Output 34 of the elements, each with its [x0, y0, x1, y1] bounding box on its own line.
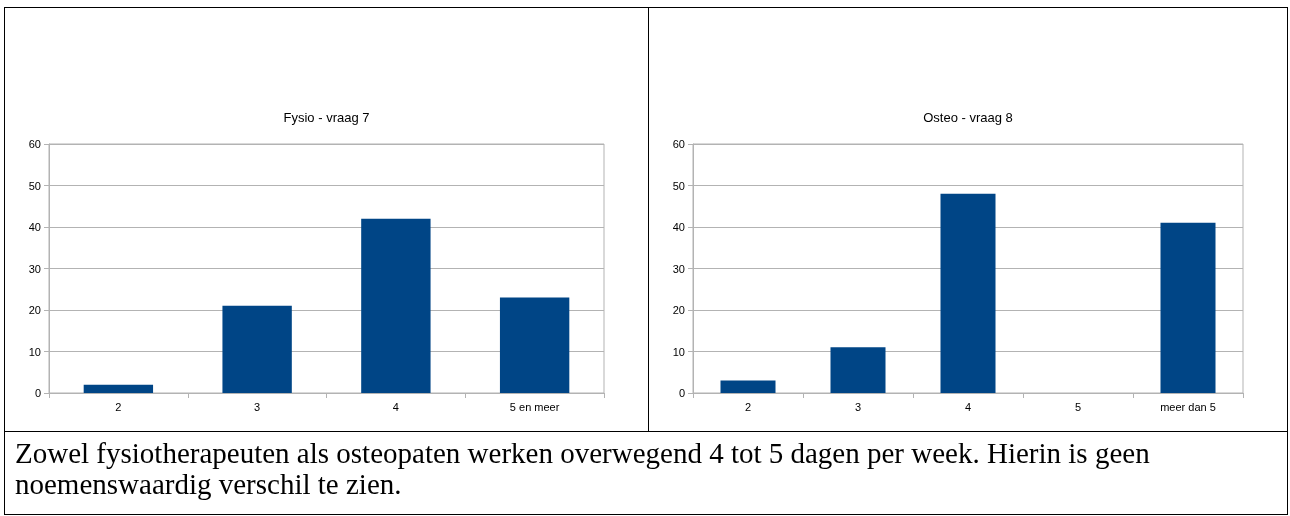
x-tick-label: 2 [115, 400, 122, 413]
chart-title: Fysio - vraag 7 [283, 110, 370, 125]
bar [499, 297, 570, 393]
y-tick-label: 60 [28, 138, 41, 150]
x-tick-label: 4 [964, 400, 972, 413]
bar [361, 218, 431, 393]
y-tick-label: 40 [672, 221, 685, 233]
y-tick-label: 20 [672, 304, 685, 316]
bar [83, 384, 154, 393]
bar [830, 347, 886, 393]
x-tick-label: 5 en meer [509, 400, 560, 413]
y-tick-label: 0 [34, 387, 41, 399]
x-tick-label: 3 [254, 400, 261, 413]
bar [222, 305, 292, 393]
y-tick-label: 0 [678, 387, 685, 399]
text: Zowel fysiotherapeuten als osteopaten werken overwegend 4 tot 5 dagen per week. Hierin is geen noemenswaardig verschil te zien. [15, 437, 1151, 500]
y-tick-label: 20 [28, 304, 41, 316]
y-tick-label: 30 [672, 262, 685, 275]
y-tick-label: 60 [672, 138, 685, 150]
y-tick-label: 50 [28, 179, 41, 192]
x-tick-label: 2 [744, 400, 752, 413]
y-tick-label: 30 [28, 262, 41, 275]
x-tick-label: 4 [392, 400, 399, 413]
chart-title: Osteo - vraag 8 [923, 110, 1013, 125]
x-tick-label: 3 [854, 400, 862, 413]
bar [1160, 222, 1216, 393]
y-tick-label: 40 [28, 221, 41, 233]
x-tick-label: 5 [1074, 400, 1082, 413]
x-tick-label: meer dan 5 [1160, 400, 1216, 413]
bar [720, 380, 776, 393]
y-tick-label: 10 [28, 345, 41, 358]
bar [940, 193, 996, 393]
y-tick-label: 10 [672, 345, 685, 358]
y-tick-label: 50 [672, 179, 685, 192]
